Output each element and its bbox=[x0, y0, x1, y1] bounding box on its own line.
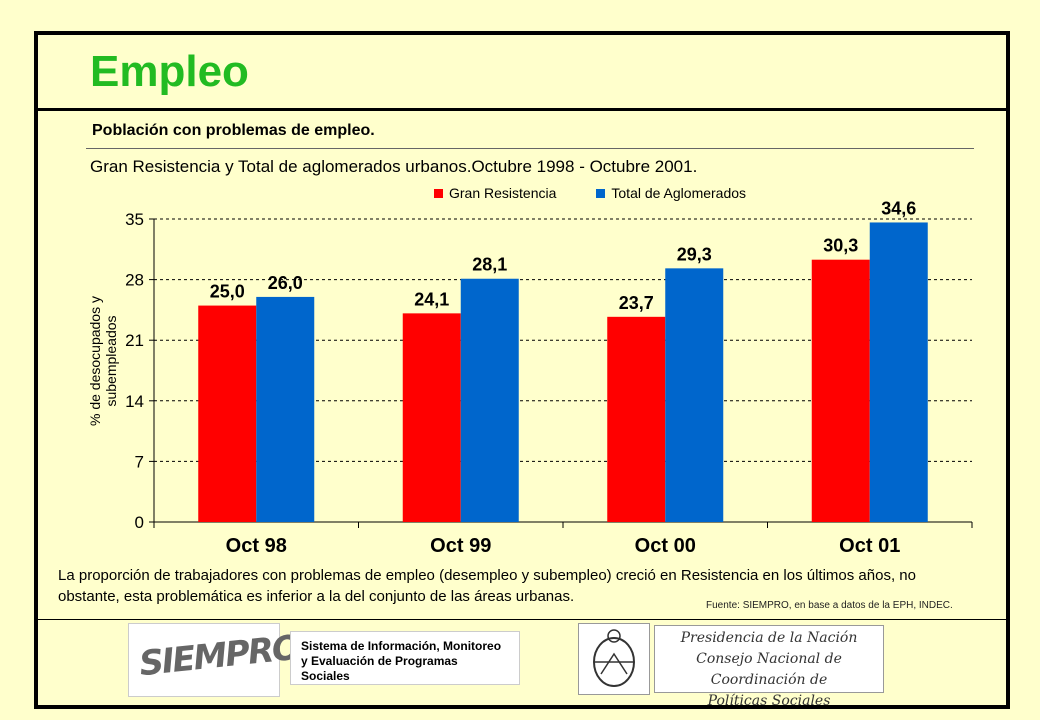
bar bbox=[607, 316, 666, 522]
coat-of-arms-icon bbox=[578, 623, 650, 695]
chart-legend: Gran Resistencia Total de Aglomerados bbox=[434, 185, 746, 201]
presidencia-logo-line1: Presidencia de la Nación bbox=[680, 630, 858, 646]
presidencia-logo: Presidencia de la Nación Consejo Naciona… bbox=[654, 625, 884, 709]
title-divider bbox=[38, 108, 1006, 111]
bar-value-label: 30,3 bbox=[823, 236, 858, 256]
bar-value-label: 29,3 bbox=[677, 244, 712, 264]
subtitle-divider bbox=[86, 148, 974, 149]
bar bbox=[402, 313, 461, 522]
legend-item-total-aglomerados: Total de Aglomerados bbox=[596, 185, 746, 201]
bar-value-label: 34,6 bbox=[881, 198, 916, 218]
y-tick-label: 0 bbox=[135, 513, 144, 532]
y-tick-label: 14 bbox=[125, 392, 144, 411]
slide-frame: Empleo Población con problemas de empleo… bbox=[34, 31, 1010, 709]
bar bbox=[869, 222, 928, 522]
bar-value-label: 23,7 bbox=[619, 293, 654, 313]
bar bbox=[665, 268, 724, 522]
presidencia-logo-line3: Políticas Sociales bbox=[707, 693, 831, 709]
legend-swatch-red bbox=[434, 188, 443, 198]
legend-label: Total de Aglomerados bbox=[611, 185, 747, 201]
sistema-logo: Sistema de Información, Monitoreo y Eval… bbox=[290, 631, 520, 685]
bar-value-label: 24,1 bbox=[414, 289, 449, 309]
legend-item-gran-resistencia: Gran Resistencia bbox=[434, 185, 556, 201]
x-tick-label: Oct 99 bbox=[430, 535, 491, 557]
source-note: Fuente: SIEMPRO, en base a datos de la E… bbox=[706, 600, 953, 611]
bar bbox=[198, 305, 257, 522]
x-tick-label: Oct 98 bbox=[226, 535, 287, 557]
x-tick-label: Oct 01 bbox=[839, 535, 900, 557]
sistema-logo-line1: Sistema de Información, Monitoreo bbox=[301, 639, 502, 653]
y-tick-label: 28 bbox=[125, 271, 144, 290]
presidencia-logo-line2: Consejo Nacional de Coordinación de bbox=[696, 651, 842, 688]
page-title: Empleo bbox=[90, 47, 249, 96]
legend-label: Gran Resistencia bbox=[449, 185, 557, 201]
y-tick-label: 35 bbox=[125, 210, 144, 229]
bar-value-label: 25,0 bbox=[210, 282, 245, 302]
bar-value-label: 26,0 bbox=[268, 273, 303, 293]
description-text: La proporción de trabajadores con proble… bbox=[58, 567, 916, 605]
siempro-logo: SIEMPRO bbox=[128, 623, 301, 697]
bar bbox=[460, 278, 519, 522]
chart-title: Gran Resistencia y Total de aglomerados … bbox=[90, 157, 698, 176]
sistema-logo-line2: y Evaluación de Programas Sociales bbox=[301, 654, 458, 683]
bar bbox=[811, 259, 870, 522]
y-tick-label: 7 bbox=[135, 452, 144, 471]
siempro-logo-text: SIEMPRO bbox=[137, 627, 301, 685]
bar-value-label: 28,1 bbox=[472, 255, 507, 275]
bar bbox=[256, 296, 315, 522]
y-tick-label: 21 bbox=[125, 331, 144, 350]
footer-divider bbox=[38, 619, 1006, 620]
page-subtitle: Población con problemas de empleo. bbox=[92, 122, 375, 139]
legend-swatch-blue bbox=[596, 188, 606, 198]
bar-chart: 0 7 14 21 28 35 25,0 26,0 Oct 98 24,1 28,1 Oct 99 23… bbox=[125, 198, 973, 557]
x-tick-label: Oct 00 bbox=[635, 535, 696, 557]
